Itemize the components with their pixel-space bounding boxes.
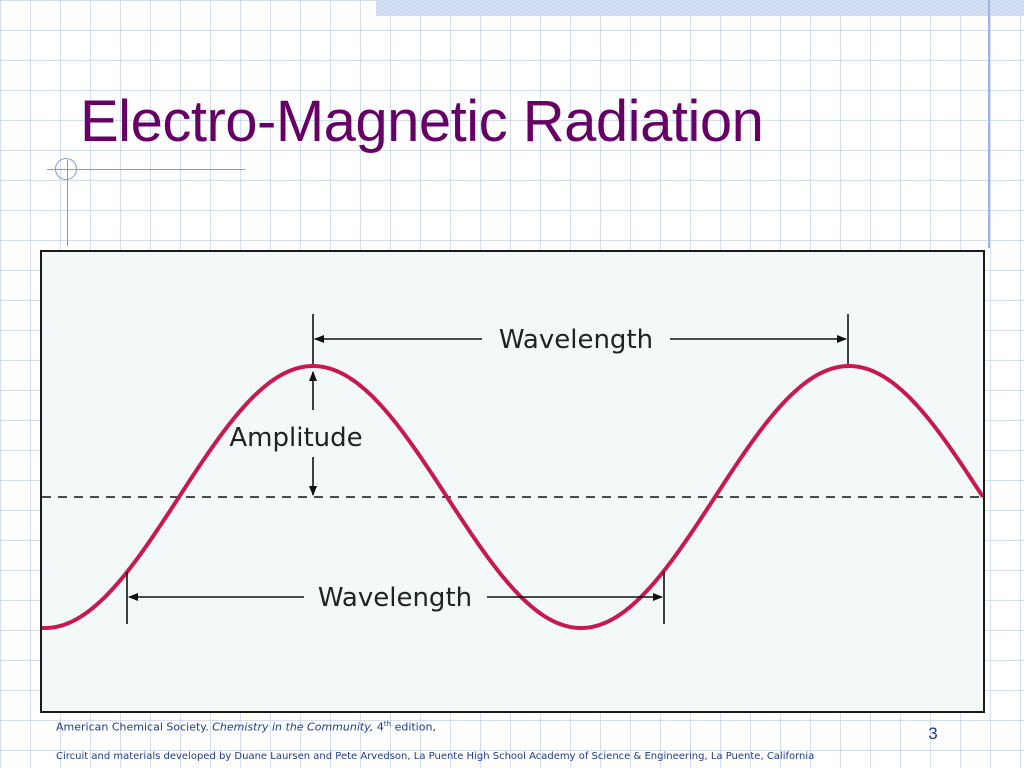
footer-credits: Circuit and materials developed by Duane…	[56, 751, 815, 762]
decorative-left-horizontal-line	[47, 169, 245, 170]
wavelength-bottom-label: Wavelength	[318, 583, 472, 613]
wave-diagram: Wavelength Amplitude Wavelength	[40, 250, 985, 713]
decorative-right-line	[988, 0, 990, 248]
amplitude-label: Amplitude	[229, 423, 362, 453]
decorative-left-vertical-line	[67, 160, 68, 246]
footer-edition-number: 4	[376, 720, 384, 734]
wave-diagram-svg: Wavelength Amplitude Wavelength	[42, 314, 983, 630]
sine-wave	[42, 364, 983, 630]
wavelength-top-label: Wavelength	[499, 325, 653, 355]
footer-source-citation: American Chemical Society. Chemistry in …	[56, 720, 436, 734]
decorative-crosshair-circle	[55, 158, 77, 180]
slide-title: Electro-Magnetic Radiation	[80, 89, 764, 154]
footer-source-title: Chemistry in the Community,	[212, 720, 374, 734]
footer-edition-word: edition,	[394, 720, 436, 734]
footer-source-prefix: American Chemical Society.	[56, 720, 209, 734]
footer-edition-suffix: th	[383, 720, 392, 728]
page-number: 3	[928, 724, 938, 743]
decorative-top-bar	[376, 0, 1024, 16]
